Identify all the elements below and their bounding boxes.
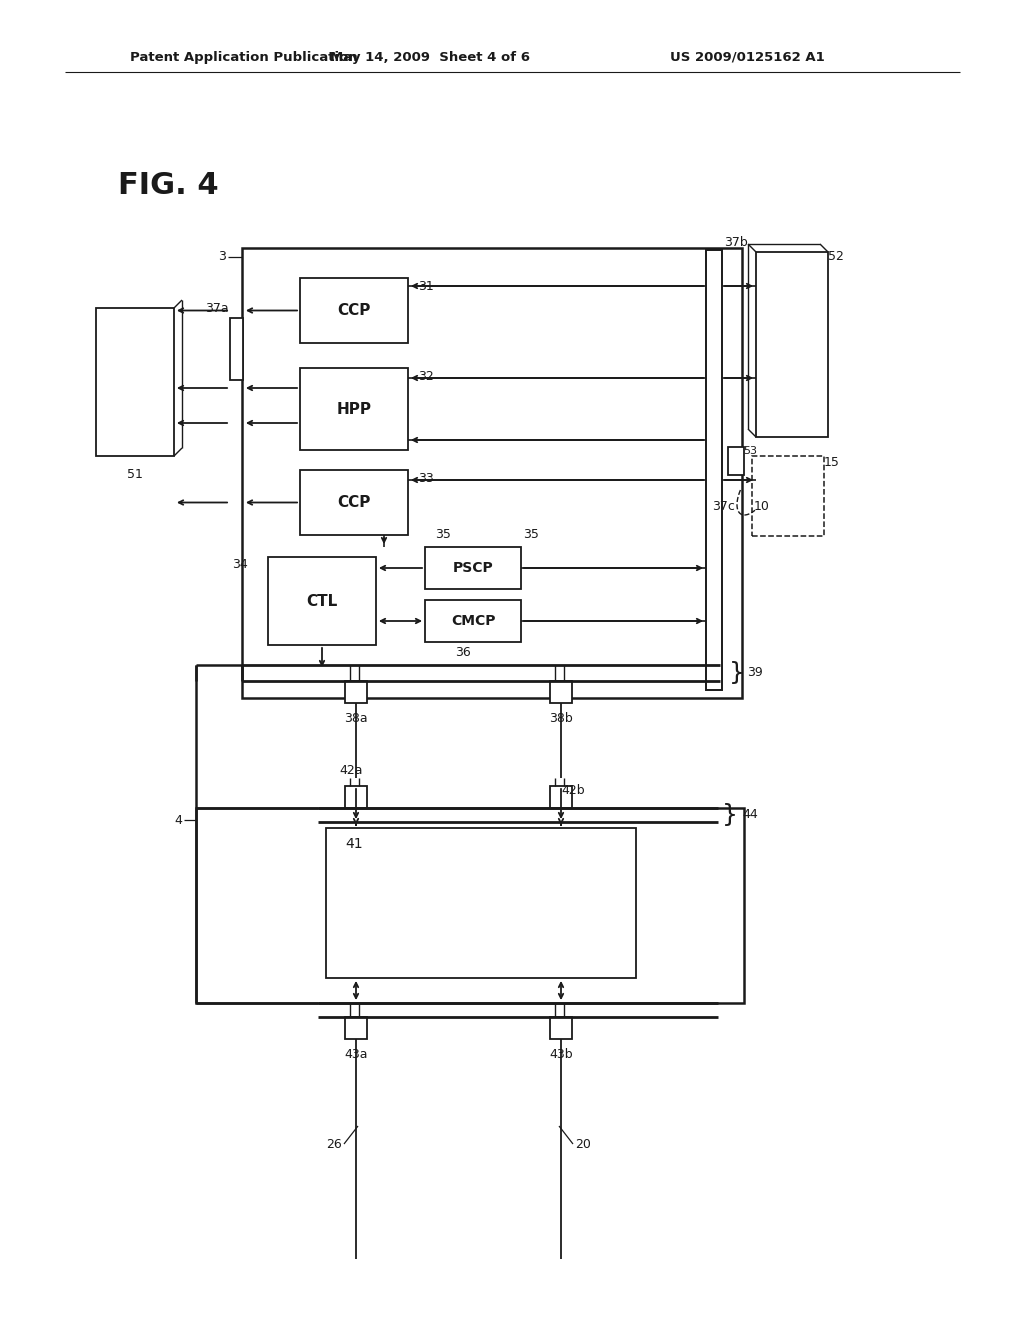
Bar: [242, 248, 742, 698]
Text: 53: 53: [743, 446, 757, 455]
Text: }: }: [722, 803, 738, 828]
Bar: [300, 368, 408, 450]
Text: 42b: 42b: [561, 784, 585, 796]
Text: 52: 52: [828, 251, 844, 264]
Text: CCP: CCP: [337, 304, 371, 318]
Bar: [425, 601, 521, 642]
Text: CCP: CCP: [337, 495, 371, 510]
Bar: [425, 546, 521, 589]
Text: 35: 35: [523, 528, 539, 541]
Text: 20: 20: [575, 1138, 591, 1151]
Text: 41: 41: [345, 837, 362, 851]
Text: 31: 31: [418, 280, 434, 293]
Bar: [300, 279, 408, 343]
Text: 42a: 42a: [339, 763, 362, 776]
Bar: [230, 318, 243, 380]
Bar: [706, 249, 722, 690]
Text: 37b: 37b: [724, 235, 748, 248]
Bar: [728, 447, 744, 475]
Bar: [345, 681, 367, 704]
Text: CTL: CTL: [306, 594, 338, 609]
Bar: [196, 808, 744, 1003]
Text: FIG. 4: FIG. 4: [118, 170, 219, 199]
Text: 38b: 38b: [549, 713, 572, 726]
Text: }: }: [729, 661, 745, 685]
Bar: [345, 1016, 367, 1039]
Text: 26: 26: [326, 1138, 342, 1151]
Text: 51: 51: [127, 467, 143, 480]
Bar: [550, 681, 572, 704]
Text: 35: 35: [435, 528, 451, 540]
Bar: [752, 455, 824, 536]
Text: 43a: 43a: [344, 1048, 368, 1060]
Bar: [96, 308, 174, 455]
Text: CMCP: CMCP: [451, 614, 496, 628]
Text: Patent Application Publication: Patent Application Publication: [130, 50, 357, 63]
Text: US 2009/0125162 A1: US 2009/0125162 A1: [670, 50, 824, 63]
Text: 34: 34: [232, 558, 248, 572]
Text: May 14, 2009  Sheet 4 of 6: May 14, 2009 Sheet 4 of 6: [330, 50, 530, 63]
Text: 10: 10: [754, 499, 770, 512]
Text: 36: 36: [455, 645, 471, 659]
Bar: [268, 557, 376, 645]
Bar: [550, 1016, 572, 1039]
Text: 37a: 37a: [205, 301, 228, 314]
Text: 33: 33: [418, 471, 434, 484]
Text: 38a: 38a: [344, 713, 368, 726]
Text: 15: 15: [824, 455, 840, 469]
Text: 44: 44: [742, 808, 758, 821]
Bar: [550, 785, 572, 808]
Bar: [756, 252, 828, 437]
Text: 4: 4: [174, 813, 182, 826]
Bar: [300, 470, 408, 535]
Text: 43b: 43b: [549, 1048, 572, 1060]
Text: HPP: HPP: [337, 401, 372, 417]
Text: 39: 39: [748, 667, 763, 680]
Bar: [326, 828, 636, 978]
Text: 3: 3: [218, 251, 226, 264]
Text: 32: 32: [418, 370, 434, 383]
Text: PSCP: PSCP: [453, 561, 494, 576]
Bar: [345, 785, 367, 808]
Text: 37c: 37c: [713, 499, 735, 512]
